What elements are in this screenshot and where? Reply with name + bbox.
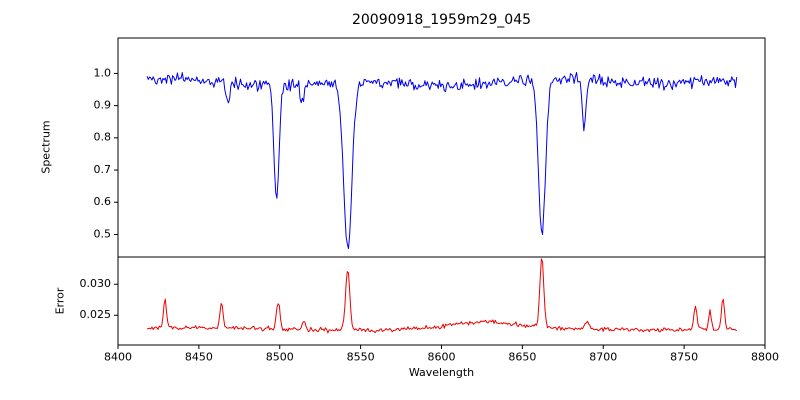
x-axis-label: Wavelength — [408, 366, 475, 379]
spectrum-y-axis-label: Spectrum — [39, 120, 53, 174]
error-y-axis-label: Error — [53, 287, 67, 315]
chart-title: 20090918_1959m29_045 — [351, 12, 532, 28]
